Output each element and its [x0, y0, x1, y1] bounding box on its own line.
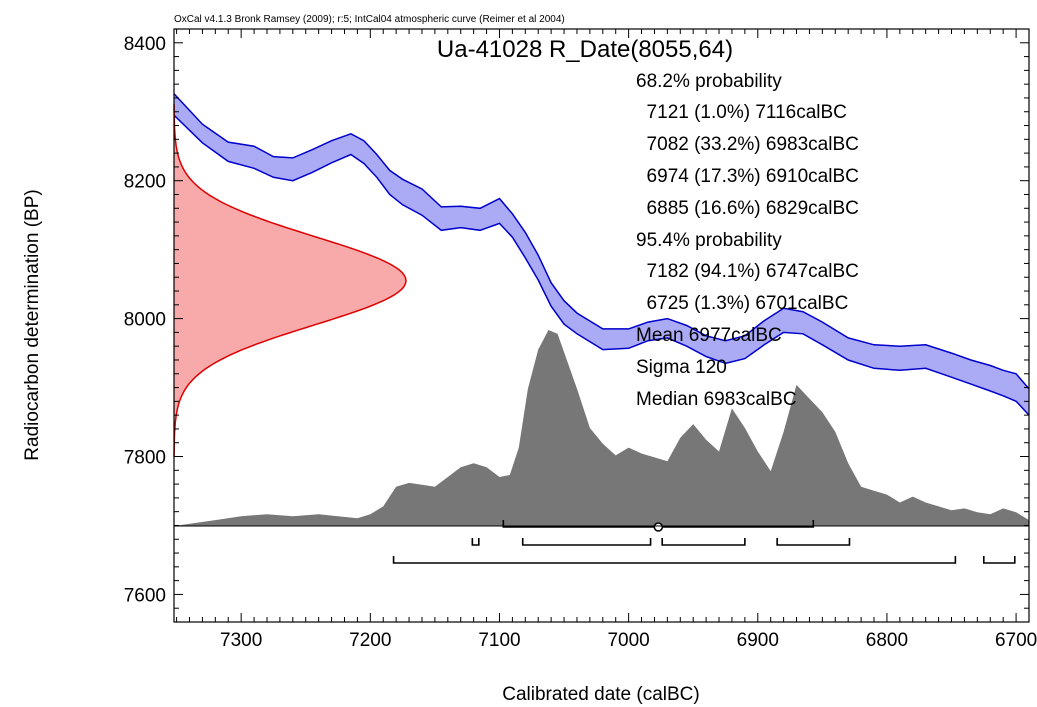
- x-tick-label: 7300: [220, 630, 262, 651]
- x-tick-label: 7000: [607, 630, 649, 651]
- range-68-bar: [661, 538, 746, 546]
- x-tick-label: 7100: [478, 630, 520, 651]
- range-95-bar: [392, 556, 957, 564]
- summary-line: 68.2% probability: [636, 71, 782, 92]
- calibration-band: [174, 93, 1029, 416]
- y-tick-label: 7600: [124, 585, 166, 606]
- range-68-bar: [521, 538, 652, 546]
- mean-marker: [653, 522, 664, 532]
- summary-line: 95.4% probability: [636, 230, 782, 251]
- range-95-bar: [982, 556, 1016, 564]
- summary-line: 6974 (17.3%) 6910calBC: [636, 166, 859, 187]
- x-tick-label: 6700: [995, 630, 1037, 651]
- posterior-distribution: [174, 330, 1029, 526]
- y-tick-label: 8400: [124, 34, 166, 55]
- summary-line: 6725 (1.3%) 6701calBC: [636, 293, 848, 314]
- axis-ticks: 7300 7200 7100 7000 6900 6800 6700 7600 7800 8000…: [124, 28, 1037, 651]
- y-tick-label: 7800: [124, 448, 166, 469]
- calibration-upper-line: [173, 93, 1030, 390]
- summary-line: Median 6983calBC: [636, 389, 797, 410]
- summary-line: 7121 (1.0%) 7116calBC: [636, 102, 847, 123]
- summary-text: 68.2% probability 7121 (1.0%) 7116calBC …: [636, 71, 859, 410]
- summary-line: Mean 6977calBC: [636, 325, 782, 346]
- y-tick-label: 8000: [124, 310, 166, 331]
- x-axis-label: Calibrated date (calBC): [502, 684, 699, 705]
- x-tick-label: 7200: [349, 630, 391, 651]
- range-68-bar: [471, 538, 480, 546]
- plot-frame: [173, 28, 1030, 623]
- range-bars: [392, 520, 1016, 564]
- radiocarbon-area: [174, 104, 406, 458]
- summary-line: 6885 (16.6%) 6829calBC: [636, 198, 859, 219]
- summary-line: 7082 (33.2%) 6983calBC: [636, 134, 859, 155]
- y-tick-label: 8200: [124, 172, 166, 193]
- x-tick-label: 6900: [737, 630, 779, 651]
- calibration-lower-line: [173, 114, 1030, 416]
- source-note: OxCal v4.1.3 Bronk Ramsey (2009); r:5; I…: [174, 14, 565, 25]
- range-68-bar: [776, 538, 851, 546]
- x-tick-label: 6800: [866, 630, 908, 651]
- summary-line: Sigma 120: [636, 357, 727, 378]
- summary-line: 7182 (94.1%) 6747calBC: [636, 261, 859, 282]
- calibration-curve: [173, 93, 1030, 416]
- posterior-area: [174, 330, 1029, 526]
- radiocarbon-date-distribution: [173, 104, 407, 458]
- chart-title: Ua-41028 R_Date(8055,64): [437, 36, 733, 63]
- radiocarbon-line: [173, 104, 407, 458]
- y-axis-label: Radiocarbon determination (BP): [22, 189, 43, 460]
